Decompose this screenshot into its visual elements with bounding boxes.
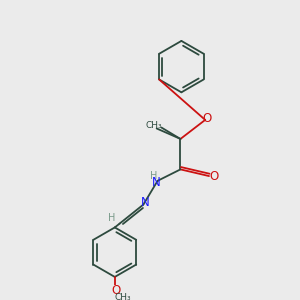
Text: CH₃: CH₃	[146, 121, 162, 130]
Text: O: O	[209, 169, 218, 183]
Text: CH₃: CH₃	[114, 293, 131, 300]
Text: H: H	[108, 213, 116, 223]
Text: N: N	[152, 176, 161, 189]
Text: H: H	[150, 171, 158, 181]
Text: O: O	[202, 112, 212, 124]
Text: O: O	[111, 284, 120, 297]
Text: N: N	[141, 196, 150, 209]
